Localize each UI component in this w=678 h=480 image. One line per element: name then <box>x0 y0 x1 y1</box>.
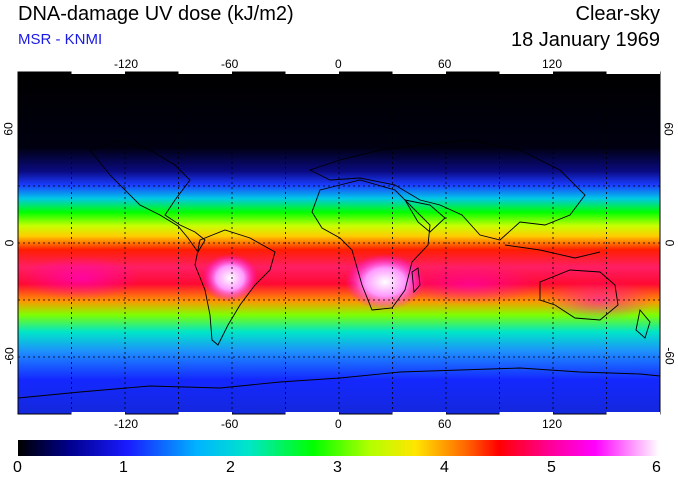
colorbar <box>18 440 659 456</box>
lat-tick-left: -60 <box>2 347 17 365</box>
lat-tick-left: 60 <box>1 122 16 136</box>
source-label: MSR - KNMI <box>18 31 103 48</box>
lon-tick-top: 120 <box>542 57 563 71</box>
coast-indonesia <box>504 244 601 259</box>
lat-tick-right: 60 <box>661 122 676 136</box>
coast-africa <box>311 179 431 311</box>
lon-tick-bottom: -60 <box>221 417 239 431</box>
peak-dose-south-america <box>202 254 258 302</box>
coast-new-zealand <box>635 308 651 339</box>
colorbar-label: 0 <box>13 459 22 476</box>
coast-madagascar <box>411 267 421 294</box>
date-label: 18 January 1969 <box>510 29 660 51</box>
colorbar-label: 3 <box>333 459 342 476</box>
coastlines <box>17 139 661 399</box>
high-dose-patch-australia <box>545 280 655 320</box>
lon-tick-top: -60 <box>221 57 239 71</box>
map-border-bars <box>71 71 660 415</box>
coast-north-america <box>89 139 206 253</box>
lon-tick-top: 0 <box>335 57 342 71</box>
coast-south-america <box>194 229 276 346</box>
lon-tick-bottom: 0 <box>335 417 342 431</box>
lon-tick-bottom: 120 <box>542 417 563 431</box>
lat-tick-right: 0 <box>662 239 677 247</box>
lat-tick-right: -60 <box>662 347 677 365</box>
colorbar-label: 6 <box>652 459 661 476</box>
lon-tick-bottom: -120 <box>114 417 139 431</box>
colorbar-label: 1 <box>119 459 128 476</box>
colorbar-label: 2 <box>226 459 235 476</box>
colorbar-label: 4 <box>440 459 449 476</box>
sky-condition-label: Clear-sky <box>575 3 660 25</box>
lon-tick-top: 60 <box>438 57 452 71</box>
coast-arabia <box>404 199 446 233</box>
high-dose-patch-pacific <box>20 256 140 300</box>
coast-antarctica <box>17 367 661 399</box>
coast-eurasia <box>308 139 586 241</box>
colorbar-label: 5 <box>547 459 556 476</box>
lat-tick-left: 0 <box>2 239 17 247</box>
coast-australia <box>539 269 619 321</box>
peak-dose-southern-africa <box>345 254 425 310</box>
lon-tick-bottom: 60 <box>438 417 452 431</box>
graticule <box>18 72 660 414</box>
map-title: DNA-damage UV dose (kJ/m2) <box>18 3 294 25</box>
high-dose-patch-indian-ocean <box>400 265 540 305</box>
lon-tick-top: -120 <box>114 57 139 71</box>
